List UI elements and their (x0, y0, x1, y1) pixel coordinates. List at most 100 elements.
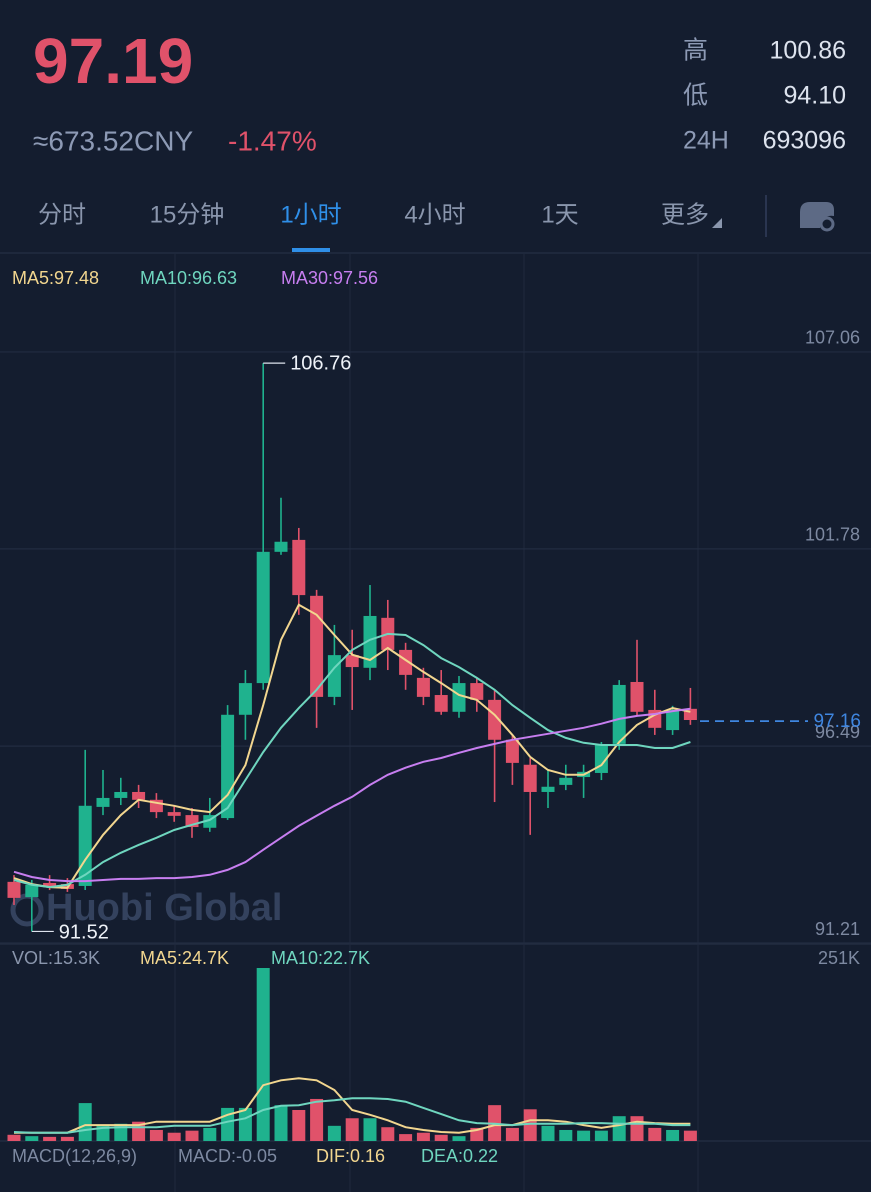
ma-line (13, 603, 691, 889)
y-tick-label: 96.49 (815, 722, 860, 742)
candle-body (132, 791, 146, 800)
legend-entry: MA10:96.63 (140, 268, 237, 288)
candle-body (488, 699, 502, 740)
candle-body (505, 739, 519, 763)
candle-body (470, 683, 484, 700)
candle-body (274, 541, 288, 552)
candle-body (345, 655, 359, 668)
settings-icon[interactable] (800, 202, 835, 232)
stat-value: 693096 (763, 127, 846, 155)
tab[interactable]: 1天 (541, 201, 578, 228)
candle-body (256, 551, 270, 684)
candle-body (559, 777, 573, 785)
candle-body (523, 764, 537, 792)
volume-bar (274, 1105, 288, 1141)
volume-ma-line (13, 1097, 691, 1134)
volume-bar (327, 1125, 341, 1141)
tab[interactable]: 分时 (38, 201, 86, 228)
legend-entry: MA5:97.48 (12, 268, 99, 288)
candle-body (25, 884, 39, 898)
legend-entry: VOL:15.3K (12, 948, 100, 968)
y-tick-label: 251K (818, 948, 860, 968)
volume-bar (559, 1129, 573, 1141)
volume-chart: 251K VOL:15.3K MA5:24.7K MA10:22.7K (7, 948, 860, 1141)
candle-body (310, 595, 324, 697)
candle-body (434, 695, 448, 712)
volume-bar (203, 1127, 217, 1141)
y-tick-label: 101.78 (805, 525, 860, 545)
stats: 高 100.86 低 94.10 24H 693096 (683, 37, 846, 155)
candle-body (452, 683, 466, 712)
volume-bar (612, 1116, 626, 1141)
more-caret (712, 218, 722, 228)
candle-body (683, 708, 697, 721)
volume-bar (594, 1130, 608, 1141)
tab[interactable]: 1小时 (280, 201, 341, 228)
candle-body (238, 683, 252, 715)
volume-bar (7, 1134, 21, 1141)
last-price: 97.19 (33, 25, 193, 97)
y-tick-label: 91.21 (815, 919, 860, 939)
candle-body (541, 786, 555, 792)
volume-bar (43, 1136, 57, 1141)
legend-entry: MA30:97.56 (281, 268, 378, 288)
low-label: 91.52 (59, 922, 109, 944)
tab-underline (292, 248, 330, 252)
volume-bar (167, 1132, 181, 1141)
candle-body (221, 714, 235, 819)
candle-body (630, 681, 644, 712)
candle-body (167, 812, 181, 816)
high-label: 106.76 (290, 352, 351, 374)
volume-bar (185, 1130, 199, 1141)
candle-body (416, 677, 430, 697)
macd-label: MACD(12,26,9) (12, 1146, 137, 1166)
vertical-grid (174, 254, 699, 1192)
candle-body (96, 797, 110, 807)
volume-bar (345, 1118, 359, 1141)
volume-bar (577, 1130, 591, 1141)
ma-line (13, 707, 691, 883)
candle-body (7, 881, 21, 898)
macd-label: DIF:0.16 (316, 1146, 385, 1166)
volume-bar (452, 1136, 466, 1141)
volume-bar (363, 1118, 377, 1141)
tab[interactable]: 15分钟 (150, 201, 225, 228)
candle-body (327, 655, 341, 697)
candle-body (612, 684, 626, 744)
candle-body (363, 615, 377, 668)
candle-body (114, 791, 128, 798)
volume-bar (310, 1098, 324, 1141)
volume-bar (238, 1107, 252, 1141)
y-tick-label: 107.06 (805, 328, 860, 348)
volume-bar (630, 1116, 644, 1141)
volume-bar (434, 1134, 448, 1141)
tabs: 分时 15分钟 1小时 4小时 1天 更多 (38, 201, 722, 252)
candle-body (185, 815, 199, 828)
cny-price: ≈673.52CNY (33, 125, 193, 156)
tab[interactable]: 更多 (661, 201, 709, 228)
candle-chart: Huobi Global 91.21 96.49 101.78 107.06 MA5:97… (0, 268, 871, 944)
volume-bar (683, 1130, 697, 1141)
price-change: -1.47% (228, 125, 317, 156)
volume-bar (381, 1127, 395, 1141)
candle-body (43, 882, 57, 888)
legend-entry: MA5:24.7K (140, 948, 229, 968)
volume-bar (256, 968, 270, 1141)
volume-bar (541, 1125, 555, 1141)
candle-body (292, 539, 306, 596)
stat-label: 24H (683, 127, 729, 155)
stat-value: 94.10 (783, 82, 846, 110)
stat-label: 高 (683, 37, 708, 65)
stat-value: 100.86 (770, 37, 846, 65)
volume-bar (78, 1103, 92, 1141)
tab[interactable]: 4小时 (404, 201, 465, 228)
last-price-label: 97.16 (813, 711, 861, 732)
macd-label: DEA:0.22 (421, 1146, 498, 1166)
candle-body (399, 649, 413, 675)
watermark: Huobi Global (46, 887, 282, 929)
volume-bar (523, 1109, 537, 1141)
volume-bar (292, 1109, 306, 1141)
